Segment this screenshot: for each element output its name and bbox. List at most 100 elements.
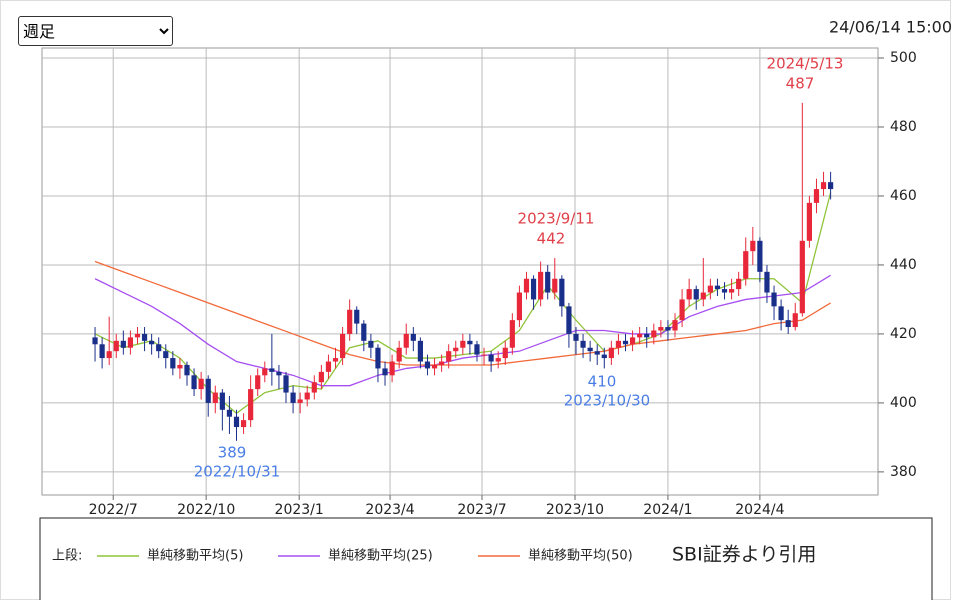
- candle-body: [403, 333, 409, 348]
- candle-body: [728, 289, 735, 293]
- annotation-date: 2024/5/13: [767, 55, 844, 73]
- x-tick-label: 2022/7: [89, 502, 138, 518]
- candle-body: [205, 378, 211, 403]
- candle-body: [707, 285, 713, 293]
- candle-body: [481, 354, 487, 356]
- candle-body: [686, 289, 692, 300]
- y-tick-label: 380: [890, 464, 917, 480]
- moving-average-line: [94, 274, 831, 387]
- candle-body: [785, 320, 791, 328]
- candle-body: [297, 399, 303, 403]
- legend: 単純移動平均(5) 単純移動平均(25) 単純移動平均(50): [97, 548, 633, 564]
- candle-body: [467, 340, 473, 345]
- annotation-value: 410: [588, 373, 617, 391]
- candle-body: [361, 323, 367, 341]
- y-tick-label: 460: [890, 188, 917, 204]
- candle-body: [248, 389, 254, 421]
- candle-body: [552, 278, 558, 293]
- candle-body: [156, 344, 162, 352]
- candle-body: [488, 354, 494, 362]
- candle-body: [559, 278, 565, 307]
- candle-body: [721, 289, 728, 293]
- candle-body: [141, 333, 148, 341]
- legend-label: 単純移動平均(5): [147, 548, 243, 564]
- candle-body: [813, 189, 820, 203]
- candle-body: [693, 289, 699, 300]
- candle-body: [665, 327, 671, 331]
- annotation-date: 2022/10/31: [194, 463, 280, 481]
- candle-body: [672, 320, 678, 331]
- candle-body: [339, 333, 346, 359]
- candle-body: [276, 371, 282, 376]
- candle-body: [658, 327, 664, 331]
- x-tick-label: 2023/7: [457, 502, 506, 518]
- candle-body: [644, 333, 650, 338]
- candle-body: [99, 344, 105, 359]
- candle-body: [170, 358, 176, 369]
- candle-body: [828, 182, 834, 190]
- candle-body: [622, 340, 629, 345]
- candle-body: [396, 347, 402, 362]
- candle-body: [191, 375, 197, 390]
- candle-body: [127, 337, 134, 348]
- candle-body: [637, 333, 643, 338]
- x-tick-label: 2023/4: [365, 502, 414, 518]
- candle-body: [679, 299, 685, 321]
- candle-body: [757, 240, 763, 272]
- annotation-date: 2023/10/30: [564, 392, 650, 410]
- candle-body: [163, 351, 169, 359]
- candle-body: [269, 368, 275, 372]
- candle-body: [474, 344, 480, 355]
- candle-body: [820, 182, 827, 190]
- candle-body: [177, 364, 183, 369]
- annotation-value: 442: [537, 230, 566, 248]
- candle-body: [304, 392, 310, 400]
- y-tick-label: 500: [890, 50, 917, 66]
- candle-body: [601, 354, 607, 359]
- candle-body: [771, 292, 777, 307]
- candle-body: [608, 347, 614, 359]
- candle-body: [523, 278, 530, 293]
- candle-body: [516, 292, 523, 321]
- legend-box: [39, 517, 933, 600]
- candle-body: [530, 278, 537, 300]
- candle-body: [743, 251, 749, 279]
- candle-body: [375, 347, 381, 369]
- candle-body: [240, 420, 247, 428]
- legend-label: 単純移動平均(50): [528, 548, 633, 564]
- candle-body: [424, 361, 431, 369]
- legend-label: 単純移動平均(25): [328, 548, 433, 564]
- candle-body: [184, 364, 190, 376]
- candle-body: [629, 337, 636, 345]
- candle-body: [283, 375, 289, 393]
- x-tick-label: 2023/10: [546, 502, 604, 518]
- candle-body: [778, 306, 784, 321]
- candle-body: [651, 330, 657, 338]
- candle-body: [354, 309, 360, 324]
- candle-body: [700, 292, 706, 300]
- candle-body: [389, 361, 395, 376]
- candle-body: [226, 409, 233, 417]
- annotation-value: 487: [786, 75, 815, 93]
- candle-body: [615, 340, 622, 348]
- annotation-value: 389: [218, 444, 247, 462]
- candle-body: [262, 368, 268, 376]
- candle-body: [198, 378, 204, 390]
- candle-body: [332, 358, 339, 362]
- candle-body: [382, 368, 388, 376]
- candle-body: [573, 333, 579, 341]
- candle-body: [318, 371, 324, 383]
- marks: [92, 102, 834, 441]
- candle-body: [431, 364, 438, 369]
- candle-body: [509, 320, 515, 348]
- x-tick-label: 2024/4: [735, 502, 784, 518]
- candle-body: [347, 309, 353, 334]
- candle-body: [290, 392, 296, 403]
- candle-body: [799, 240, 805, 314]
- period-select[interactable]: 週足: [18, 16, 173, 46]
- y-tick-label: 480: [890, 119, 917, 135]
- annotation-date: 2023/9/11: [518, 210, 595, 228]
- timestamp: 24/06/14 15:00: [829, 18, 952, 37]
